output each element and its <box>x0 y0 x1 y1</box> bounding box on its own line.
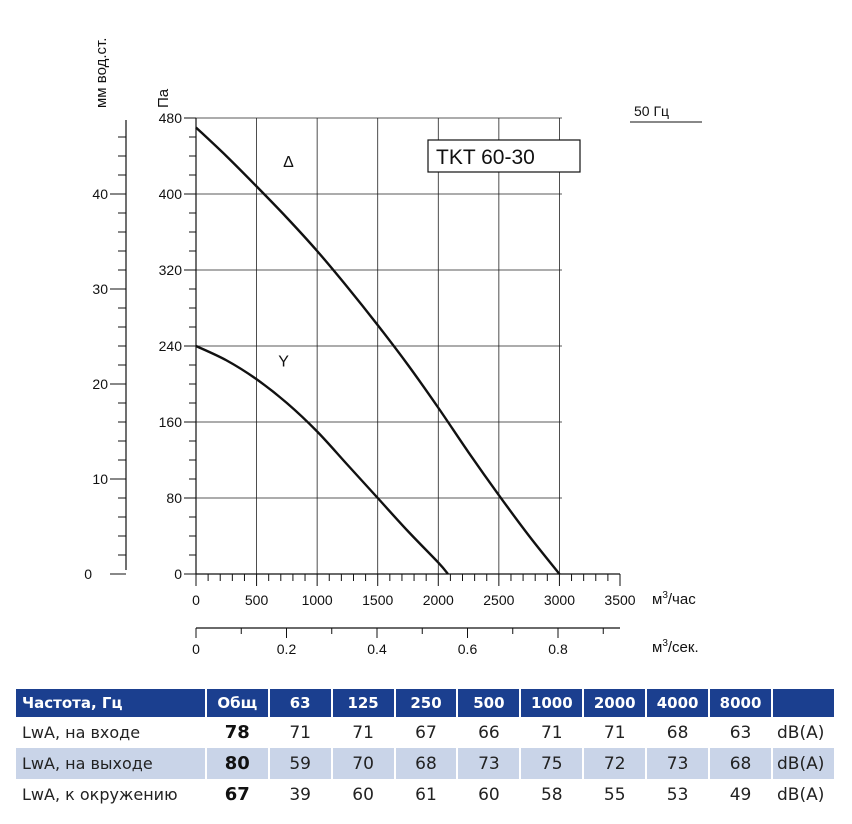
table-row: LwA, к окружению 67 39 60 61 60 58 55 53… <box>16 779 834 810</box>
x-primary-tick-label: 0 <box>192 592 200 608</box>
header-63: 63 <box>269 689 331 717</box>
cell-250: 68 <box>395 748 457 779</box>
cell-2000: 72 <box>584 748 646 779</box>
x-primary-tick-label: 3000 <box>544 592 575 608</box>
series-curve-1 <box>195 126 561 575</box>
cell-1000: 75 <box>521 748 583 779</box>
cell-500: 66 <box>478 722 500 743</box>
cell-1000: 71 <box>540 722 563 743</box>
y-left-axis-label: мм вод.ст. <box>93 38 110 108</box>
x-primary-tick-label: 2500 <box>483 592 514 608</box>
x-primary-tick-label: 1000 <box>302 592 333 608</box>
x-axis-label-secondary: м3/сек. <box>652 638 699 656</box>
header-250: 250 <box>395 689 457 717</box>
cell-8000: 68 <box>710 748 771 779</box>
cell-125: 70 <box>332 748 394 779</box>
cell-63: 59 <box>269 748 331 779</box>
row-unit: dB(A) <box>772 748 834 779</box>
x-secondary-tick-label: 0.2 <box>277 641 297 657</box>
series-curve-2 <box>195 344 449 575</box>
row-total: 80 <box>206 748 268 779</box>
table-header-row: Частота, Гц Общ 63 125 250 500 1000 2000… <box>16 689 834 717</box>
cell-4000: 73 <box>647 748 709 779</box>
header-8000: 8000 <box>710 689 771 717</box>
cell-1000: 58 <box>540 784 563 805</box>
y-mm-tick-label: 20 <box>92 376 108 392</box>
row-label: LwA, на входе <box>22 723 141 742</box>
header-2000: 2000 <box>584 689 646 717</box>
y-pa-tick-label: 320 <box>159 262 183 278</box>
y-mm-tick-label: 40 <box>92 186 108 202</box>
header-500: 500 <box>458 689 520 717</box>
y-pa-tick-label: 160 <box>159 414 183 430</box>
cell-250: 67 <box>415 722 437 743</box>
header-125: 125 <box>332 689 394 717</box>
cell-2000: 55 <box>603 784 626 805</box>
y-pa-tick-label: 400 <box>159 186 183 202</box>
y-mm-tick-label: 30 <box>92 281 108 297</box>
x-secondary-tick-label: 0.8 <box>548 641 568 657</box>
y-pa-tick-label: 480 <box>159 110 183 126</box>
cell-4000: 53 <box>666 784 689 805</box>
frequency-label: 50 Гц <box>634 103 669 119</box>
noise-table: Частота, Гц Общ 63 125 250 500 1000 2000… <box>14 689 836 810</box>
x-secondary-tick-label: 0.6 <box>458 641 478 657</box>
y-mm-tick-label: 0 <box>84 566 92 582</box>
x-secondary-tick-label: 0.4 <box>367 641 387 657</box>
table-row: LwA, на выходе 80 59 70 68 73 75 72 73 6… <box>16 748 834 779</box>
x-primary-tick-label: 1500 <box>362 592 393 608</box>
cell-4000: 68 <box>666 722 689 743</box>
row-total: 78 <box>224 722 250 743</box>
cell-63: 71 <box>289 722 311 743</box>
header-4000: 4000 <box>647 689 709 717</box>
header-unit <box>772 689 834 717</box>
header-1000: 1000 <box>521 689 583 717</box>
cell-63: 39 <box>289 784 311 805</box>
chart-curves <box>195 126 561 575</box>
x-primary-tick-label: 500 <box>245 592 269 608</box>
header-frequency: Частота, Гц <box>16 689 205 717</box>
chart-grid <box>196 117 562 574</box>
y-mm-tick-label: 10 <box>92 471 108 487</box>
cell-125: 60 <box>352 784 374 805</box>
cell-2000: 71 <box>603 722 626 743</box>
row-unit: dB(A) <box>776 722 825 743</box>
table-row: LwA, на входе 78 71 71 67 66 71 71 68 63… <box>16 717 834 748</box>
cell-250: 61 <box>415 784 437 805</box>
y-pa-tick-label: 0 <box>174 566 182 582</box>
cell-125: 71 <box>352 722 374 743</box>
row-label: LwA, на выходе <box>16 748 205 779</box>
row-label: LwA, к окружению <box>22 785 178 804</box>
x-axis-label-primary: м3/час <box>652 590 696 608</box>
chart-axes <box>110 117 621 638</box>
cell-500: 73 <box>458 748 520 779</box>
series-label: Δ <box>283 154 294 171</box>
header-total: Общ <box>206 689 268 717</box>
y-pa-tick-label: 240 <box>159 338 183 354</box>
model-label: TKT 60-30 <box>436 146 535 169</box>
x-primary-tick-label: 2000 <box>423 592 454 608</box>
row-unit: dB(A) <box>776 784 825 805</box>
y-pa-tick-label: 80 <box>166 490 182 506</box>
row-total: 67 <box>224 784 250 805</box>
series-label: Y <box>278 354 289 371</box>
cell-500: 60 <box>478 784 500 805</box>
model-box <box>427 139 581 173</box>
x-secondary-tick-label: 0 <box>192 641 200 657</box>
y-right-axis-label: Па <box>155 88 172 108</box>
cell-8000: 49 <box>729 784 752 805</box>
cell-8000: 63 <box>729 722 752 743</box>
x-primary-tick-label: 3500 <box>604 592 635 608</box>
